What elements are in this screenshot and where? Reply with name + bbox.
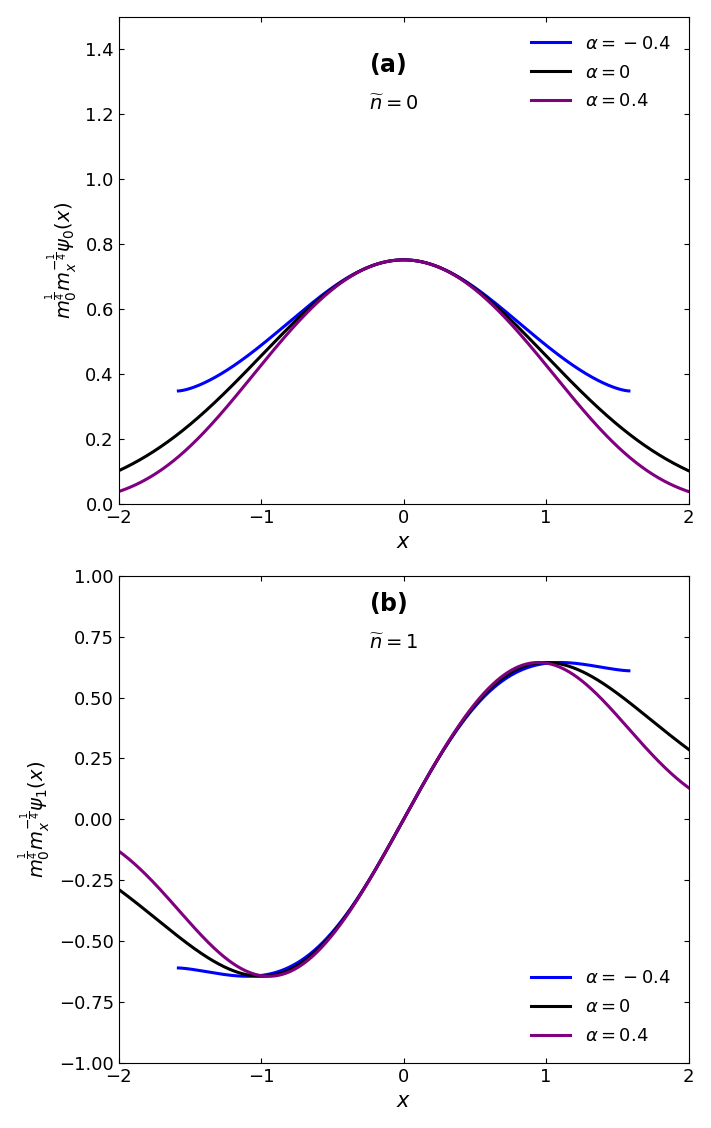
Legend: $\alpha = -0.4$, $\alpha = 0$, $\alpha = 0.4$: $\alpha = -0.4$, $\alpha = 0$, $\alpha =… (522, 26, 680, 120)
Text: $\mathbf{(b)}$: $\mathbf{(b)}$ (370, 590, 408, 616)
Legend: $\alpha = -0.4$, $\alpha = 0$, $\alpha = 0.4$: $\alpha = -0.4$, $\alpha = 0$, $\alpha =… (522, 960, 680, 1054)
Y-axis label: $m_0^{\frac{1}{4}} m_x^{-\frac{1}{4}} \psi_0(x)$: $m_0^{\frac{1}{4}} m_x^{-\frac{1}{4}} \p… (43, 202, 80, 319)
X-axis label: $x$: $x$ (396, 1091, 411, 1111)
X-axis label: $x$: $x$ (396, 532, 411, 553)
Text: $\mathbf{(a)}$: $\mathbf{(a)}$ (370, 51, 407, 77)
Text: $\widetilde{n} = 1$: $\widetilde{n} = 1$ (370, 634, 418, 653)
Text: $\widetilde{n} = 0$: $\widetilde{n} = 0$ (370, 95, 419, 114)
Y-axis label: $m_0^{\frac{1}{4}} m_x^{-\frac{1}{4}} \psi_1(x)$: $m_0^{\frac{1}{4}} m_x^{-\frac{1}{4}} \p… (16, 760, 53, 878)
